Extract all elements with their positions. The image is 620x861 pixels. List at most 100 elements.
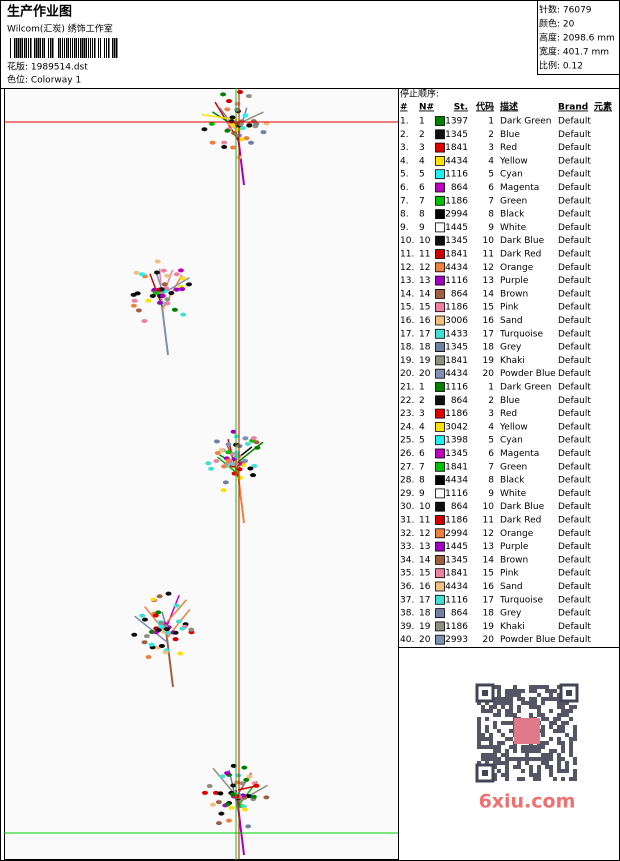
qr-cell (569, 741, 573, 745)
cell-n: 10 (419, 502, 431, 512)
leaf (235, 773, 242, 778)
qr-cell (549, 737, 553, 741)
qr-cell (477, 729, 481, 733)
leaf (213, 459, 220, 464)
qr-cell (493, 757, 497, 761)
barcode-bar (60, 38, 61, 58)
leaf (253, 440, 260, 445)
leaf (179, 276, 186, 281)
qr-cell (529, 769, 533, 773)
qr-cell (521, 777, 525, 781)
color-swatch (435, 142, 445, 153)
qr-cell (505, 693, 509, 697)
leaf (230, 429, 237, 434)
colorway: 色位: Colorway 1 (7, 74, 81, 86)
cell-index: 26. (400, 449, 414, 459)
qr-cell (521, 697, 525, 701)
leaf (241, 765, 248, 770)
qr-cell (565, 713, 569, 717)
cell-code: 10 (483, 502, 495, 512)
color-swatch (435, 501, 445, 512)
cell-st: 1397 (445, 117, 468, 127)
barcode-bar (38, 38, 40, 58)
qr-cell (509, 729, 513, 733)
barcode-bar (24, 38, 26, 58)
barcode-bar (58, 38, 60, 58)
qr-cell (509, 709, 513, 713)
cell-index: 32. (400, 529, 414, 539)
leaf (221, 140, 228, 145)
cell-name: Black (500, 210, 525, 220)
barcode-bar (114, 38, 116, 58)
qr-cell (505, 697, 509, 701)
leaf (158, 287, 165, 292)
qr-cell (537, 745, 541, 749)
qr-finder-core (482, 770, 488, 776)
cell-index: 2. (400, 130, 409, 140)
info-line: 颜色: 20 (539, 18, 575, 30)
cell-name: Cyan (500, 170, 523, 180)
qr-cell (533, 689, 537, 693)
cell-n: 17 (419, 595, 430, 605)
cell-n: 4 (419, 422, 425, 432)
leaf (164, 273, 171, 278)
leaf (224, 771, 231, 776)
qr-cell (553, 721, 557, 725)
qr-cell (505, 765, 509, 769)
leaf (139, 272, 146, 277)
leaf (164, 301, 171, 306)
qr-cell (537, 713, 541, 717)
cell-st: 4434 (445, 476, 468, 486)
qr-cell (525, 701, 529, 705)
cell-code: 12 (483, 263, 494, 273)
qr-cell (561, 741, 565, 745)
leaf (224, 128, 231, 133)
cell-name: Yellow (499, 422, 528, 432)
cell-brand: Default (558, 263, 591, 273)
cell-brand: Default (558, 569, 591, 579)
cell-name: Brown (500, 555, 528, 565)
cell-index: 21. (400, 383, 414, 393)
leaf (206, 784, 213, 789)
color-swatch (435, 621, 445, 632)
color-swatch (435, 355, 445, 366)
leaf (156, 300, 163, 305)
qr-cell (537, 757, 541, 761)
cell-index: 36. (400, 582, 414, 592)
cell-index: 6. (400, 183, 409, 193)
qr-cell (485, 761, 489, 765)
qr-cell (569, 705, 573, 709)
cell-brand: Default (558, 196, 591, 206)
qr-cell (541, 761, 545, 765)
qr-cell (477, 717, 481, 721)
cell-name: Red (500, 143, 517, 153)
qr-cell (517, 697, 521, 701)
qr-cell (561, 777, 565, 781)
cell-code: 19 (483, 356, 495, 366)
leaf (141, 640, 148, 645)
color-swatch (435, 475, 445, 486)
cell-code: 11 (483, 516, 494, 526)
barcode-bar (10, 38, 11, 58)
cell-st: 1186 (445, 303, 468, 313)
leaf (242, 436, 249, 441)
cell-name: Turquoise (499, 329, 543, 339)
qr-cell (573, 761, 577, 765)
leaf (245, 94, 252, 99)
leaf (173, 272, 180, 277)
barcode-bar (78, 38, 79, 58)
cell-n: 12 (419, 529, 430, 539)
color-swatch (435, 634, 445, 645)
qr-cell (573, 729, 577, 733)
leaf (168, 291, 175, 296)
leaf (250, 436, 257, 441)
cell-name: Black (500, 476, 525, 486)
cell-brand: Default (558, 622, 591, 632)
qr-cell (481, 745, 485, 749)
leaf (240, 804, 247, 809)
barcode-bar (42, 38, 44, 58)
cell-n: 20 (419, 635, 431, 645)
qr-code (472, 680, 583, 786)
leaf (164, 630, 171, 635)
cell-st: 1433 (445, 329, 468, 339)
